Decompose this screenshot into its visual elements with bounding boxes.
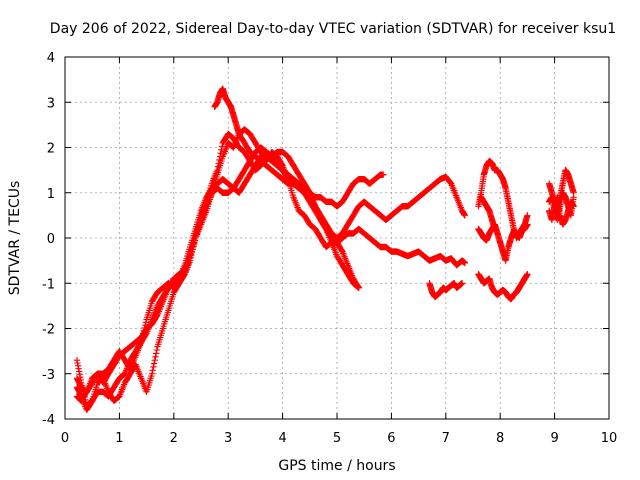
data-point	[354, 283, 361, 290]
data-point	[149, 367, 156, 374]
y-tick-label: 2	[47, 142, 55, 157]
data-point	[148, 370, 156, 377]
x-tick-label: 4	[278, 431, 286, 446]
data-point	[88, 398, 95, 406]
x-tick-label: 10	[601, 431, 618, 446]
data-point	[141, 324, 148, 332]
x-tick-label: 3	[224, 431, 232, 446]
data-point	[151, 356, 158, 364]
x-tick-label: 1	[115, 431, 123, 446]
data-point	[180, 272, 188, 279]
series-9	[475, 271, 531, 303]
x-tick-label: 9	[550, 431, 558, 446]
series-8	[475, 221, 531, 264]
data-point	[137, 338, 145, 346]
data-point	[380, 171, 387, 178]
chart-title: Day 206 of 2022, Sidereal Day-to-day VTE…	[50, 21, 616, 37]
y-tick-label: 3	[47, 96, 55, 111]
x-tick-label: 6	[387, 431, 395, 446]
x-tick-label: 7	[442, 431, 450, 446]
data-point	[570, 194, 577, 201]
x-tick-label: 0	[61, 431, 69, 446]
series-10	[477, 194, 498, 233]
data-point	[355, 284, 362, 291]
data-point	[278, 161, 286, 168]
data-point	[491, 225, 498, 233]
grid	[65, 57, 609, 419]
series-13	[545, 189, 577, 224]
plot-frame	[64, 56, 610, 420]
data-point	[152, 350, 160, 357]
x-tick-label: 8	[496, 431, 504, 446]
y-tick-label: 1	[47, 187, 55, 202]
y-tick-label: -1	[42, 277, 55, 292]
data-point	[139, 333, 146, 340]
data-point	[338, 247, 345, 254]
y-axis-label: SDTVAR / TECUs	[7, 181, 23, 296]
series-4	[73, 144, 469, 396]
data-marks	[73, 85, 577, 414]
data-point	[150, 363, 157, 371]
data-point	[524, 271, 531, 278]
series-2	[73, 130, 387, 405]
ticks: 0 1 2 3 4 5 6 7 8 9 10 -4 -3 -2 -1 0 1 2 3 4	[42, 51, 617, 446]
data-point	[305, 188, 313, 195]
y-tick-label: 4	[47, 51, 55, 66]
x-tick-label: 2	[170, 431, 178, 446]
series-6	[426, 280, 466, 301]
data-point	[524, 221, 531, 228]
x-axis-label: GPS time / hours	[278, 458, 395, 474]
data-point	[142, 321, 149, 329]
series-5	[211, 85, 362, 291]
data-point	[524, 212, 531, 219]
data-point	[458, 280, 466, 287]
series-3	[73, 126, 469, 414]
data-point	[140, 327, 148, 334]
data-point	[152, 353, 159, 360]
data-point	[140, 330, 147, 337]
data-point	[322, 224, 329, 232]
data-point	[461, 259, 469, 267]
data-point	[138, 336, 146, 343]
data-point	[150, 360, 158, 367]
data-point	[354, 284, 362, 291]
data-point	[142, 319, 150, 326]
x-tick-label: 5	[333, 431, 341, 446]
y-tick-label: -3	[42, 368, 55, 383]
data-point	[153, 312, 160, 320]
data-point	[153, 346, 160, 354]
y-tick-label: -2	[42, 323, 55, 338]
y-tick-label: 0	[47, 232, 55, 247]
y-tick-label: -4	[42, 413, 55, 428]
data-point	[461, 212, 469, 219]
